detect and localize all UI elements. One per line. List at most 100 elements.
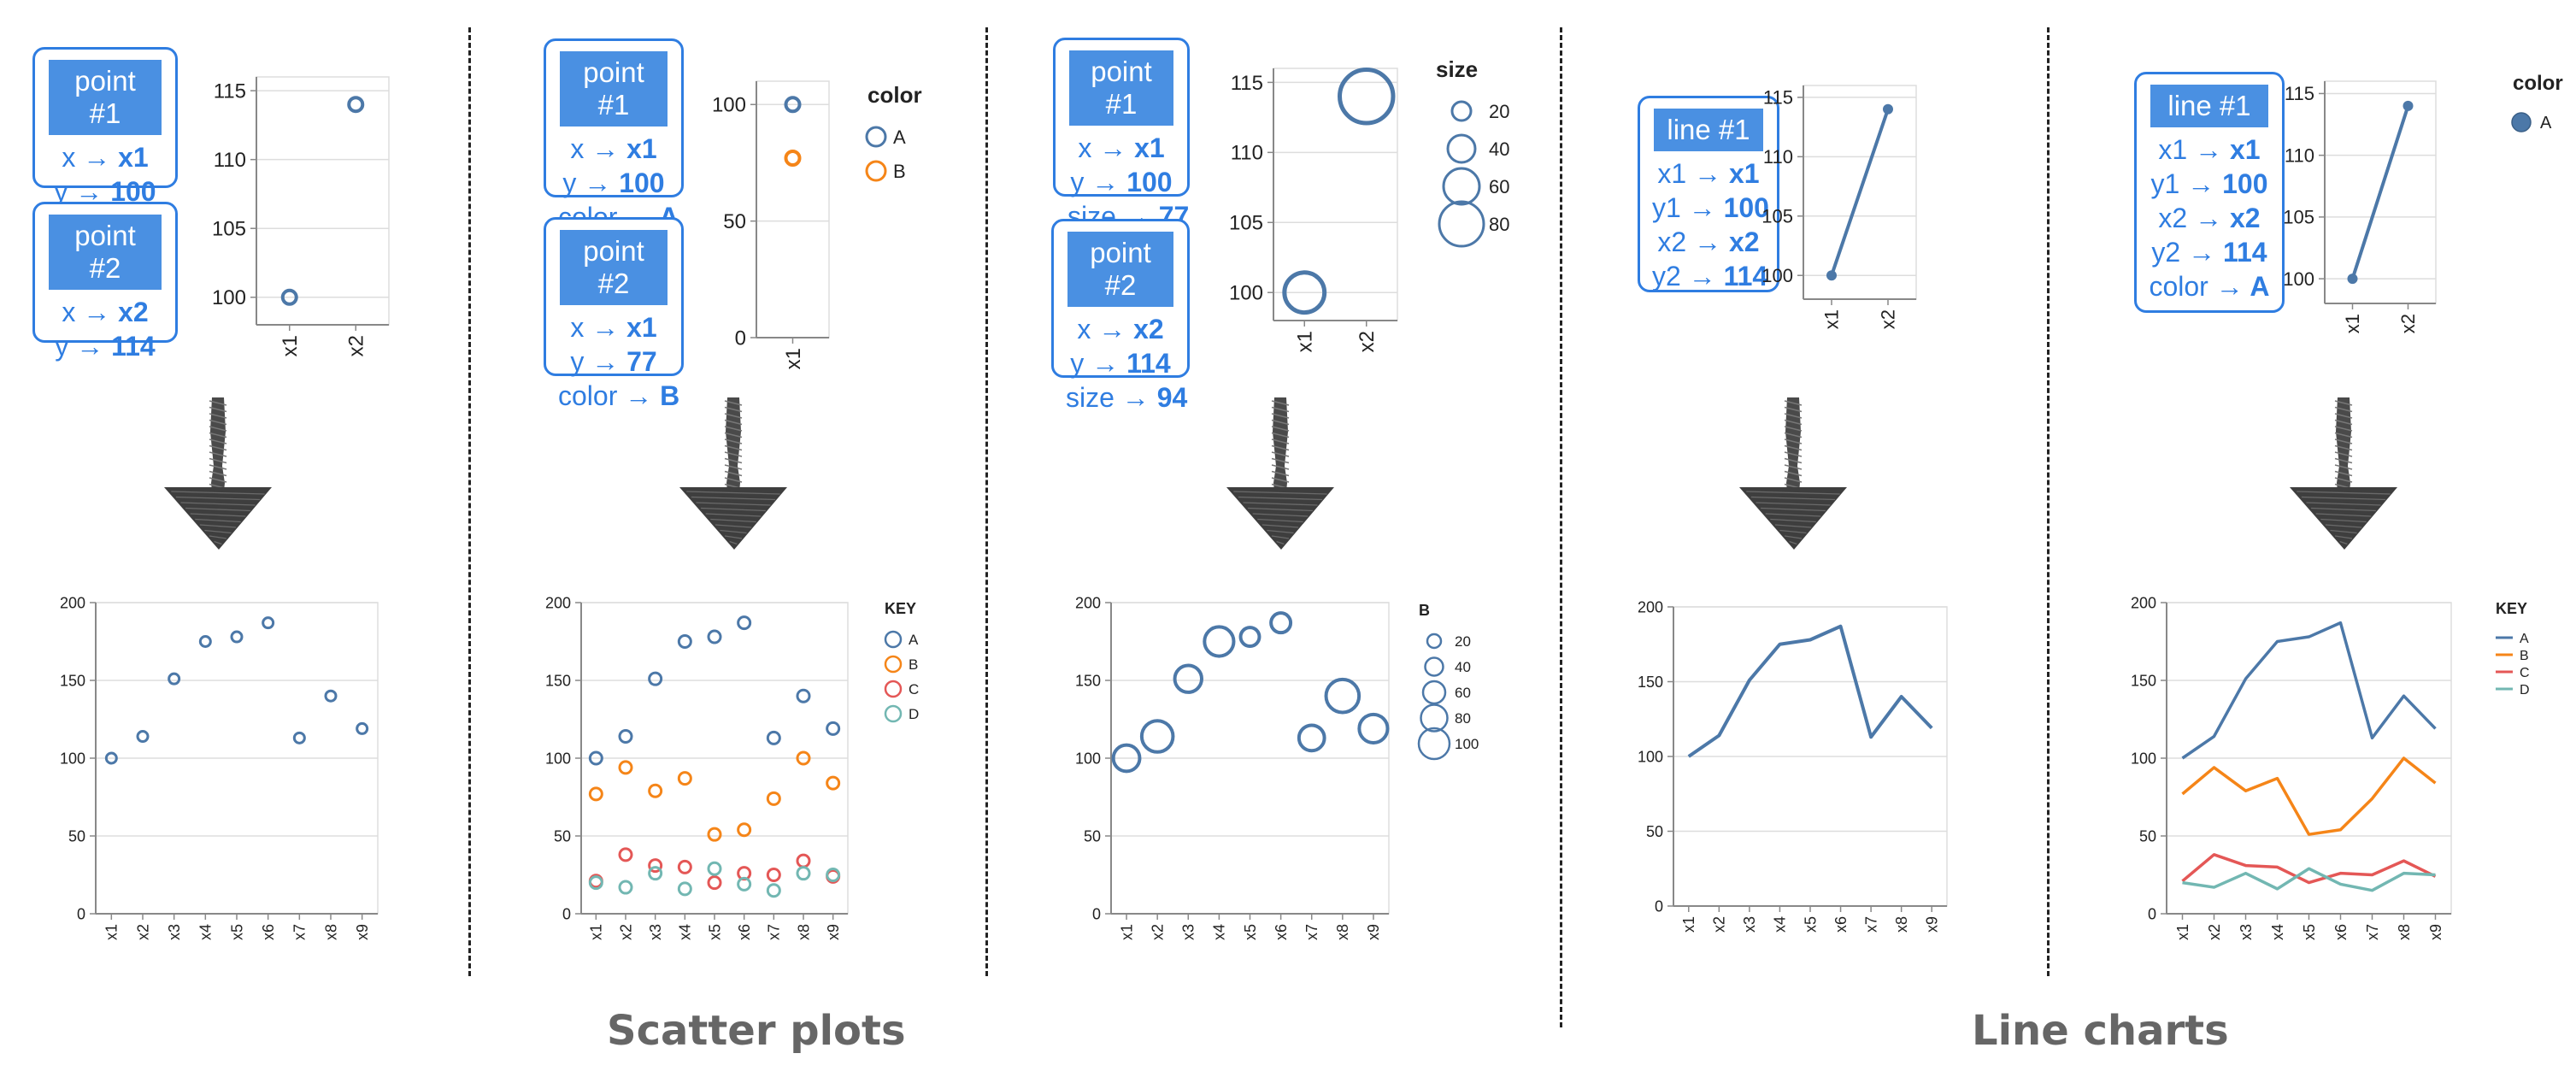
mapping-channel: size — [1066, 382, 1122, 413]
x-tick-label: x6 — [2332, 924, 2350, 940]
series-line — [2182, 867, 2436, 892]
arrow-texture — [209, 535, 227, 539]
y-tick-label: 0 — [77, 905, 85, 922]
data-point — [648, 671, 663, 686]
arrow-texture — [1271, 438, 1290, 444]
data-point — [796, 688, 811, 703]
data-point — [1297, 723, 1326, 753]
legend-label: B — [909, 656, 918, 673]
arrow-texture — [2334, 535, 2353, 539]
arrow-texture — [1267, 529, 1294, 534]
series-line — [2181, 853, 2437, 885]
arrow-texture — [209, 470, 227, 477]
plot-frame — [756, 80, 830, 338]
arrow-texture — [1271, 400, 1290, 406]
card-mapping: y1 → 100 — [2149, 167, 2270, 201]
arrow-texture — [1271, 451, 1290, 457]
mapping-value: 77 — [619, 346, 657, 377]
x-tick-label: x8 — [1893, 916, 1910, 933]
arrow-texture — [1784, 457, 1803, 464]
card-mapping: x → x1 — [47, 140, 163, 174]
legend-label: A — [2520, 632, 2529, 646]
arrow-head — [1226, 487, 1334, 550]
y-tick-label: 200 — [1638, 598, 1663, 615]
legend-label: B — [893, 161, 906, 182]
arrow-texture — [1252, 513, 1309, 517]
arrow-texture — [1271, 432, 1290, 438]
data-point — [707, 629, 722, 644]
y-tick-label: 115 — [1231, 72, 1263, 95]
data-point — [648, 866, 663, 881]
data-point — [648, 858, 663, 874]
data-point — [1238, 626, 1262, 649]
legend-symbol — [1450, 100, 1473, 122]
section-divider — [1560, 27, 1562, 1027]
arrow-texture — [724, 535, 743, 539]
card-title: point #2 — [1067, 232, 1173, 307]
arrow-texture — [2334, 419, 2353, 426]
y-tick-label: 105 — [1229, 212, 1263, 235]
mapping-channel: y — [54, 176, 76, 207]
x-tick-label: x6 — [260, 924, 277, 940]
data-point — [104, 751, 118, 765]
y-tick-label: 115 — [1763, 87, 1793, 109]
encoding-card: line #1 x1 → x1 y1 → 100 x2 → x2 y2 → 114 col… — [2134, 72, 2285, 313]
card-mapping: x2 → x2 — [1652, 225, 1765, 259]
arrow-texture — [171, 491, 265, 495]
series-line — [2181, 756, 2437, 836]
encoding-card: line #1 x1 → x1 y1 → 100 x2 → x2 y2 → 114 — [1638, 96, 1779, 292]
arrow-texture — [1784, 432, 1803, 438]
legend-label: D — [2520, 683, 2530, 697]
legend-label: 20 — [1455, 633, 1471, 650]
card-mapping: color → B — [558, 379, 679, 413]
mapping-value: 100 — [1715, 192, 1769, 223]
arrow-texture — [1271, 457, 1290, 464]
legend-title: color — [867, 82, 922, 108]
arrow-texture — [2301, 496, 2386, 501]
arrow-texture — [724, 451, 743, 457]
arrow-texture — [1750, 496, 1836, 501]
data-point — [168, 672, 181, 686]
arrow-texture — [1770, 518, 1816, 523]
data-point — [262, 616, 275, 630]
arrow-shaft — [210, 397, 226, 491]
arrow-texture — [724, 432, 743, 438]
y-tick-label: 105 — [2283, 207, 2314, 228]
x-tick-label: x9 — [1365, 924, 1382, 940]
panel-divider — [468, 27, 471, 976]
y-tick-label: 115 — [214, 80, 246, 103]
y-tick-label: 200 — [2131, 594, 2156, 611]
card-mapping: y → 114 — [1066, 346, 1175, 380]
mapping-channel: x — [570, 133, 592, 164]
y-tick-label: 50 — [68, 827, 85, 845]
card-title: point #1 — [1069, 50, 1173, 126]
arrow-shaft — [1273, 397, 1288, 491]
mapping-arrow: → — [1688, 261, 1716, 291]
arrow-texture — [2334, 413, 2353, 419]
y-tick-label: 50 — [1646, 823, 1663, 840]
mapping-value: x2 — [1721, 227, 1760, 257]
card-mapping: y → 100 — [1067, 165, 1175, 199]
x-tick-label: x1 — [2174, 924, 2191, 940]
mapping-channel: x2 — [1657, 227, 1695, 257]
arrow-texture — [1271, 470, 1290, 477]
arrow-texture — [204, 529, 232, 534]
mapping-channel: y2 — [1652, 261, 1689, 291]
y-tick-label: 110 — [2285, 144, 2314, 166]
arrow-texture — [724, 426, 743, 432]
down-arrow-icon — [1226, 397, 1334, 550]
data-point — [677, 634, 692, 649]
x-tick-label: x2 — [2206, 924, 2223, 940]
x-tick-label: x7 — [291, 924, 309, 940]
mapping-value: x1 — [619, 312, 657, 343]
card-mapping: x → x1 — [558, 132, 669, 166]
arrow-texture — [1271, 413, 1290, 419]
x-tick-label: x2 — [617, 924, 634, 940]
x-tick-label: x3 — [166, 924, 183, 940]
arrow-texture — [701, 507, 766, 512]
mapping-channel: color — [558, 380, 626, 411]
card-mapping: y2 → 114 — [1652, 259, 1767, 293]
legend-symbol — [1424, 656, 1444, 677]
y-tick-label: 50 — [1084, 827, 1101, 845]
